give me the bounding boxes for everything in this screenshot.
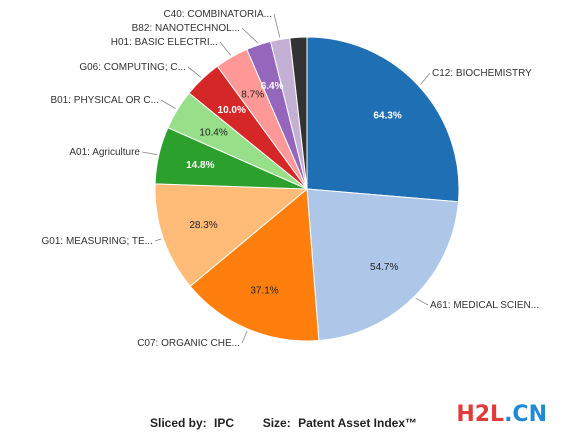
leader-line [219, 41, 232, 56]
slice-category-label: A01: Agriculture [69, 147, 140, 158]
size-value: Patent Asset Index™ [298, 416, 417, 430]
leader-line [241, 27, 259, 44]
watermark-part2: .CN [504, 402, 547, 427]
watermark-logo: H2L.CN [456, 402, 547, 427]
pie-slice-g01-measuring-te[interactable] [154, 183, 309, 287]
slice-category-label: G01: MEASURING; TE... [41, 236, 153, 247]
slice-category-label: C07: ORGANIC CHE... [137, 338, 240, 349]
slice-category-label: H01: BASIC ELECTRI... [111, 37, 218, 48]
size-label: Size: [262, 416, 291, 430]
slice-value-label: 8.7% [241, 90, 264, 101]
pie-slice-c12-biochemistry[interactable] [306, 36, 460, 203]
slice-category-label: A61: MEDICAL SCIEN... [430, 300, 539, 311]
pie-slice-other[interactable] [289, 36, 308, 190]
leader-line [154, 238, 162, 242]
leader-line [273, 13, 281, 38]
slice-value-label: 6.4% [261, 81, 284, 92]
leader-line [415, 297, 429, 306]
pie-chart: 64.3% 54.7% 37.1% 28.3% 14.8% 10.4% 10.0% 8.7%6… [41, 9, 539, 349]
slice-value-label: 37.1% [250, 285, 278, 296]
slice-category-label: C40: COMBINATORIA... [163, 9, 272, 20]
chart-footer: Sliced by: IPC Size: Patent Asset Index™ [0, 416, 567, 430]
watermark-part1: H2L [456, 402, 505, 427]
pie-slice-c07-organic-che[interactable] [189, 187, 320, 342]
slice-value-label: 10.0% [218, 105, 246, 116]
pie-slice-a61-medical-scien[interactable] [306, 188, 460, 342]
slice-value-label: 10.4% [199, 127, 227, 138]
leader-line [187, 66, 202, 78]
sliced-by-label: Sliced by: [149, 416, 207, 430]
slice-category-label: C12: BIOCHEMISTRY [432, 68, 532, 79]
slice-category-label: B01: PHYSICAL OR C... [50, 95, 159, 106]
slice-category-label: B82: NANOTECHNOL... [132, 23, 240, 34]
slice-value-label: 54.7% [370, 262, 398, 273]
slice-value-label: 28.3% [189, 220, 217, 231]
leader-line [141, 151, 157, 156]
leader-line [241, 330, 248, 344]
sliced-by-value: IPC [214, 416, 235, 430]
slice-value-label: 14.8% [186, 160, 214, 171]
slice-value-label: 64.3% [373, 110, 401, 121]
leader-line [420, 72, 431, 86]
slice-category-label: G06: COMPUTING; C... [79, 62, 186, 73]
leader-line [160, 99, 176, 109]
